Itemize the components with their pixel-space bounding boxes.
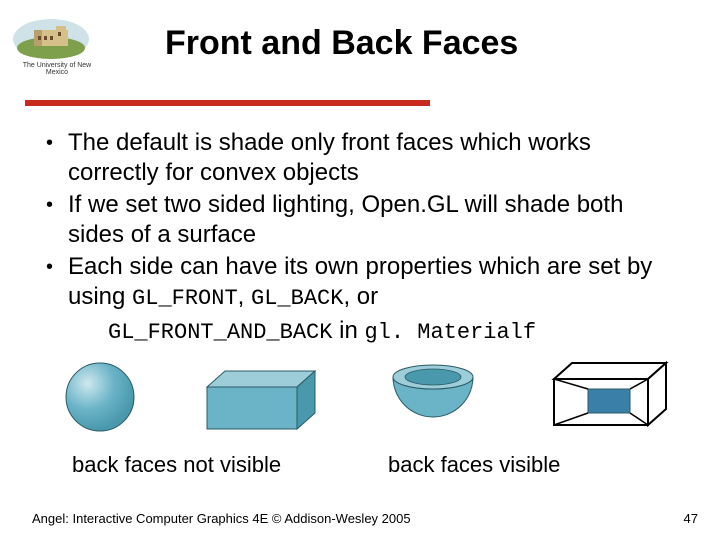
- slide-title: Front and Back Faces: [165, 24, 518, 63]
- logo-caption: The University of New Mexico: [12, 62, 102, 76]
- bullet-item: • The default is shade only front faces …: [40, 128, 680, 188]
- bullet-text: If we set two sided lighting, Open.GL wi…: [68, 190, 680, 250]
- caption-visible: back faces visible: [388, 452, 560, 478]
- open-box-figure: [540, 357, 680, 442]
- bullet-text: The default is shade only front faces wh…: [68, 128, 680, 188]
- cube-figure: [197, 365, 327, 442]
- mid-text: in: [332, 317, 364, 344]
- sep: ,: [238, 283, 251, 310]
- bullet-list: • The default is shade only front faces …: [40, 128, 680, 348]
- university-logo: The University of New Mexico: [12, 18, 102, 76]
- bullet-marker: •: [40, 190, 68, 250]
- bowl-figure: [383, 359, 483, 442]
- bullet-item: • Each side can have its own properties …: [40, 252, 680, 314]
- title-underline: [25, 100, 430, 106]
- tail: or: [357, 283, 378, 310]
- bullet-text: Each side can have its own properties wh…: [68, 252, 680, 314]
- page-number: 47: [684, 511, 698, 526]
- figure-row: [60, 362, 680, 442]
- bullet-marker: •: [40, 128, 68, 188]
- bullet-continuation: GL_FRONT_AND_BACK in gl. Materialf: [108, 316, 680, 348]
- code-glmaterialf: gl. Materialf: [364, 320, 536, 345]
- code-gl-front-and-back: GL_FRONT_AND_BACK: [108, 320, 332, 345]
- code-gl-front: GL_FRONT: [132, 286, 238, 311]
- bullet-item: • If we set two sided lighting, Open.GL …: [40, 190, 680, 250]
- code-gl-back: GL_BACK: [251, 286, 343, 311]
- caption-not-visible: back faces not visible: [72, 452, 281, 478]
- footer-text: Angel: Interactive Computer Graphics 4E …: [32, 511, 411, 526]
- logo-image: [12, 18, 90, 60]
- sphere-figure: [60, 357, 140, 442]
- bullet-marker: •: [40, 252, 68, 314]
- sep: ,: [343, 283, 356, 310]
